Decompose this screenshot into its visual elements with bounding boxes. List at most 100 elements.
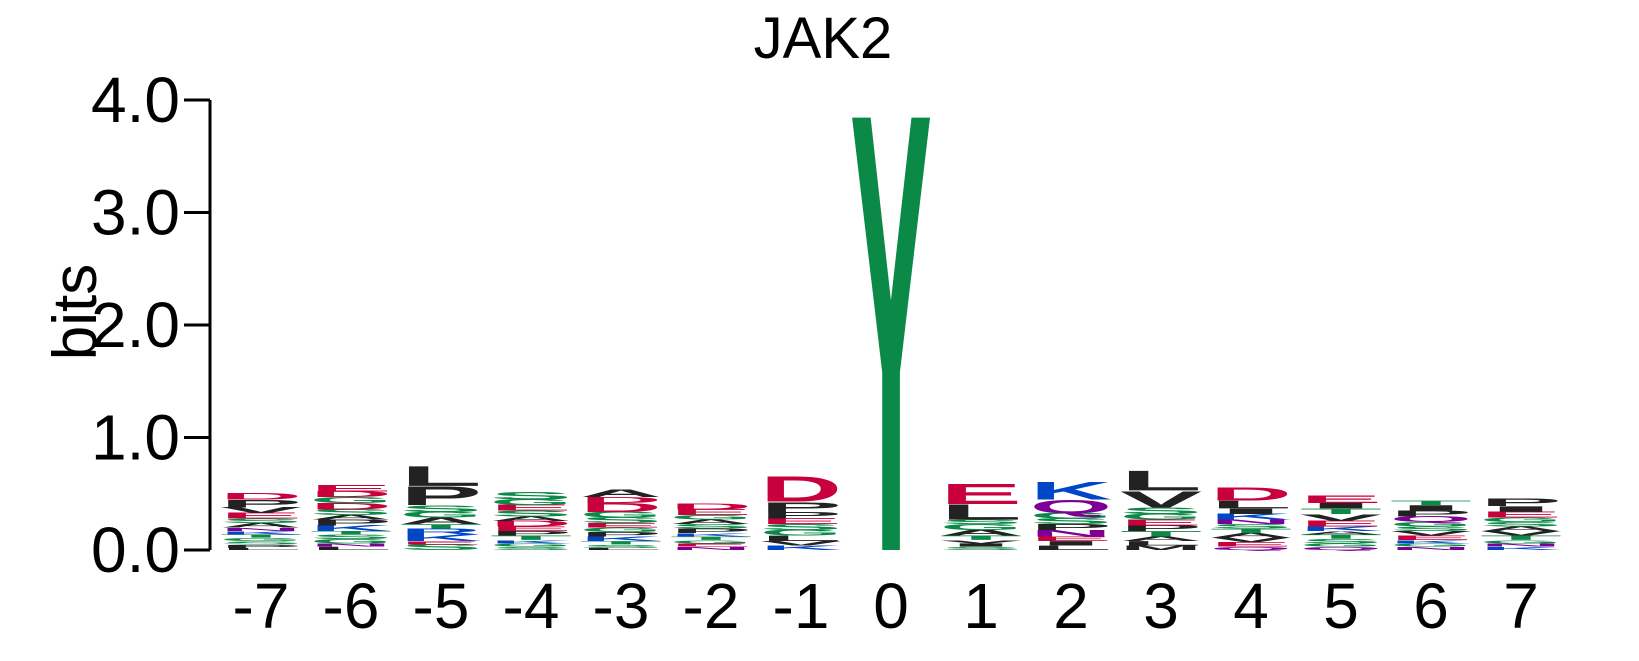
x-tick-label: -3 <box>593 570 650 642</box>
logo-letter-a: A <box>490 515 572 522</box>
logo-letter-g: G <box>400 510 482 519</box>
logo-letter-t: T <box>940 534 1022 541</box>
logo-letter-g: G <box>220 537 302 542</box>
logo-letter-n: N <box>310 542 392 547</box>
logo-letter-g: G <box>1120 512 1202 521</box>
logo-letter-s: S <box>1480 521 1562 528</box>
logo-letter-p: P <box>1030 523 1112 532</box>
y-tick-label: 3.0 <box>91 177 180 249</box>
logo-letter-l: L <box>1120 465 1202 497</box>
x-tick-label: 1 <box>963 570 999 642</box>
logo-letter-d: D <box>220 491 302 502</box>
logo-letter-p: P <box>760 510 842 520</box>
logo-letter-g: G <box>490 542 572 547</box>
logo-columns: LPSGTKNASEVPDLNGSTKPASDGDESEKRTAGSPLSGKT… <box>220 0 1562 661</box>
logo-letter-v: V <box>1390 530 1472 537</box>
logo-letter-s: S <box>760 523 842 532</box>
x-tick-label: 7 <box>1503 570 1539 642</box>
logo-letter-e: E <box>670 508 752 517</box>
chart-title: JAK2 <box>754 6 893 71</box>
logo-letter-v: V <box>220 506 302 515</box>
logo-letter-a: A <box>1300 530 1382 535</box>
logo-letter-a: A <box>670 518 752 525</box>
logo-letter-t: T <box>1480 534 1562 541</box>
logo-letter-n: N <box>1480 542 1562 547</box>
logo-letter-t: T <box>1120 529 1202 538</box>
logo-letter-g: G <box>940 523 1022 532</box>
logo-letter-d: D <box>580 496 662 505</box>
logo-letter-e: E <box>1120 518 1202 527</box>
logo-letter-k: K <box>670 532 752 537</box>
logo-letter-l: L <box>310 546 392 551</box>
y-tick-label: 4.0 <box>91 64 180 136</box>
y-axis-label: bits <box>41 264 110 360</box>
logo-letter-k: K <box>1210 513 1292 522</box>
logo-letter-s: S <box>580 544 662 549</box>
logo-letter-g: G <box>1480 516 1562 523</box>
logo-letter-i: I <box>1390 504 1472 513</box>
logo-letter-m: M <box>1120 544 1202 551</box>
logo-column: Y <box>850 0 932 661</box>
logo-letter-g: G <box>760 528 842 537</box>
logo-letter-l: L <box>940 500 1022 524</box>
logo-letter-e: E <box>1480 510 1562 519</box>
logo-letter-d: D <box>1210 484 1292 505</box>
logo-letter-p: P <box>760 499 842 515</box>
logo-letter-s: S <box>490 546 572 551</box>
logo-letter-l: L <box>1030 544 1112 551</box>
logo-letter-d: D <box>760 469 842 509</box>
logo-letter-t: T <box>580 540 662 545</box>
logo-letter-s: S <box>1210 523 1292 530</box>
x-tick-label: -7 <box>233 570 290 642</box>
logo-letter-s: S <box>400 503 482 513</box>
x-tick-label: 4 <box>1233 570 1269 642</box>
logo-letter-a: A <box>580 487 662 499</box>
logo-letter-v: V <box>1480 530 1562 537</box>
x-tick-label: -4 <box>503 570 560 642</box>
x-tick-label: 3 <box>1143 570 1179 642</box>
logo-letter-a: A <box>220 522 302 529</box>
logo-letter-g: G <box>1030 511 1112 520</box>
logo-letter-p: P <box>1390 509 1472 518</box>
logo-letter-v: V <box>940 539 1022 544</box>
logo-letter-p: P <box>220 497 302 509</box>
logo-letter-e: E <box>310 483 392 493</box>
logo-letter-a: A <box>1210 532 1292 539</box>
y-axis: 0.0 1.0 2.0 3.0 4.0 <box>91 64 212 586</box>
x-tick-label: 5 <box>1323 570 1359 642</box>
logo-letter-s: S <box>220 517 302 524</box>
x-tick-label: 0 <box>873 570 909 642</box>
logo-letter-l: L <box>1120 540 1202 547</box>
logo-letter-d: D <box>580 501 662 515</box>
logo-letter-n: N <box>1390 546 1472 551</box>
logo-letter-t: T <box>490 534 572 541</box>
logo-letter-p: P <box>400 481 482 511</box>
logo-letter-l: L <box>580 547 662 551</box>
logo-letter-k: K <box>1390 539 1472 544</box>
logo-letter-l: L <box>1210 499 1292 511</box>
logo-letter-d: D <box>310 490 392 499</box>
logo-letter-i: I <box>1300 501 1382 510</box>
logo-letter-v: V <box>1210 536 1292 543</box>
logo-letter-t: T <box>670 536 752 541</box>
logo-letter-s: S <box>1390 525 1472 532</box>
logo-letter-a: A <box>310 514 392 521</box>
logo-letter-g: G <box>580 510 662 519</box>
logo-letter-a: A <box>1480 525 1562 532</box>
logo-letter-q: Q <box>1030 496 1112 517</box>
logo-letter-e: E <box>1030 535 1112 542</box>
logo-letter-s: S <box>490 509 572 518</box>
logo-letter-i: I <box>1030 540 1112 547</box>
y-tick-label: 1.0 <box>91 402 180 474</box>
logo-letter-d: D <box>310 501 392 512</box>
logo-letter-t: T <box>400 523 482 530</box>
logo-letter-d: D <box>490 519 572 528</box>
logo-letter-a: A <box>400 516 482 527</box>
logo-letter-r: R <box>400 527 482 536</box>
x-tick-label: -5 <box>413 570 470 642</box>
